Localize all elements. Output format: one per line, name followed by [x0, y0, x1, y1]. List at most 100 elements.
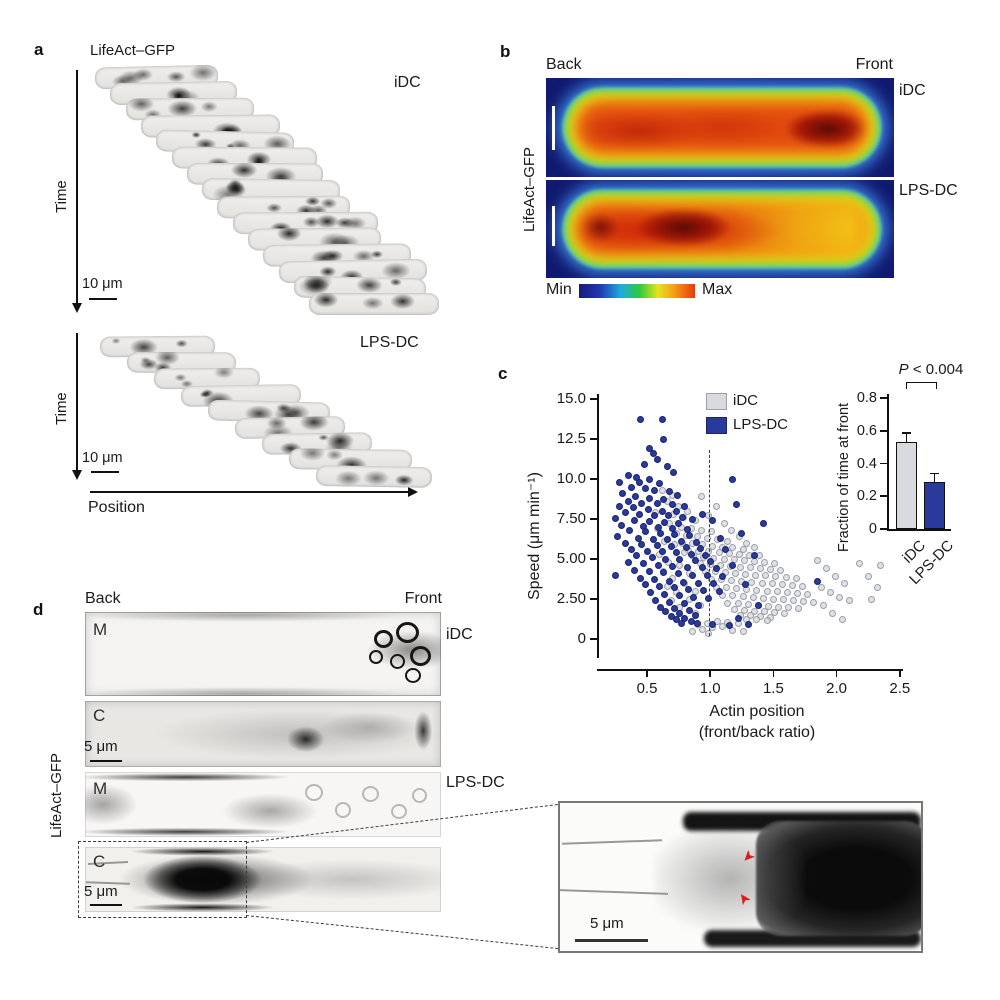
scatter-point-lps-dc: [653, 456, 661, 464]
timelapse-cell-frame: [309, 292, 440, 315]
scatter-point-idc: [792, 574, 800, 582]
inset-bar-y-tick: [880, 429, 887, 432]
scatter-point-lps-dc: [680, 578, 688, 586]
inset-bar-y-tick-label: 0.6: [856, 422, 877, 439]
inset-bar-y-tick: [880, 397, 887, 399]
scatter-y-tick: [590, 558, 597, 560]
inset-bar-y-tick: [880, 495, 887, 498]
scatter-point-lps-dc: [681, 502, 689, 510]
scatter-point-lps-dc: [611, 571, 619, 579]
scatter-point-idc: [769, 595, 777, 603]
panel-a-group-lpsdc-label: LPS-DC: [360, 334, 419, 351]
inset-scalebar-label: 5 μm: [590, 915, 624, 932]
scatter-x-tick: [772, 669, 775, 677]
scatter-point-lps-dc: [676, 592, 684, 600]
scatter-point-idc: [699, 625, 707, 633]
scatter-point-idc: [724, 537, 732, 545]
legend-label-idc: iDC: [733, 392, 758, 409]
scatter-point-idc: [753, 616, 761, 624]
vesicle-ring: [369, 650, 383, 664]
scatter-point-idc: [763, 617, 771, 625]
heatmap-idc-label: iDC: [899, 82, 926, 99]
vesicle-ring: [410, 646, 431, 666]
scatter-point-idc: [735, 550, 743, 558]
scatter-point-lps-dc: [689, 571, 696, 579]
vesicle-ring: [396, 622, 419, 643]
scatter-y-tick: [590, 478, 597, 480]
significance-bracket: [906, 382, 937, 389]
scatter-point-lps-dc: [634, 534, 642, 542]
zoom-region-dashed-box: [78, 841, 247, 918]
scatter-point-lps-dc: [672, 549, 680, 557]
scatter-point-lps-dc: [677, 619, 685, 627]
heatmap-lpsdc-scalebar: [552, 206, 555, 246]
scatter-point-idc: [752, 571, 760, 579]
heatmap-lpsdc-label: LPS-DC: [899, 182, 958, 199]
scatter-point-lps-dc: [686, 531, 694, 539]
scatter-point-lps-dc: [759, 520, 767, 528]
scatter-point-idc: [768, 580, 776, 588]
scatter-point-lps-dc: [695, 601, 703, 609]
scatter-point-lps-dc: [629, 504, 637, 512]
scatter-point-lps-dc: [683, 563, 691, 571]
legend-swatch-lpsdc: [706, 417, 727, 434]
scatter-point-lps-dc: [648, 553, 656, 561]
scatter-point-idc: [731, 569, 739, 577]
scatter-point-lps-dc: [651, 511, 659, 519]
scatter-point-lps-dc: [622, 539, 629, 547]
vesicle-ring-light: [391, 804, 407, 819]
scatter-point-lps-dc: [642, 528, 650, 536]
scatter-point-idc: [733, 585, 741, 593]
scatter-y-tick-label: 5.00: [556, 550, 586, 567]
scatter-point-lps-dc: [681, 600, 689, 608]
scatter-point-idc: [749, 593, 757, 601]
scalebar-label-idc: 10 μm: [82, 276, 123, 292]
scatter-point-lps-dc: [662, 608, 670, 616]
scatter-point-idc: [689, 627, 696, 635]
position-axis-arrow: [90, 491, 410, 493]
scatter-point-lps-dc: [668, 501, 676, 509]
inset-bar-y-tick: [880, 528, 887, 530]
scatter-point-lps-dc: [694, 620, 702, 628]
time-axis-label-idc: Time: [53, 180, 70, 213]
scatter-point-lps-dc: [646, 475, 654, 483]
scatter-point-idc: [740, 606, 748, 614]
scatter-y-tick: [590, 398, 597, 400]
scatter-point-lps-dc: [661, 518, 669, 526]
scatter-point-lps-dc: [691, 557, 699, 565]
scatter-point-lps-dc: [646, 445, 654, 453]
scatter-point-lps-dc: [637, 416, 645, 424]
scatter-point-idc: [737, 563, 745, 571]
scatter-point-idc: [707, 528, 715, 536]
scatter-y-tick: [590, 598, 597, 600]
scatter-point-lps-dc: [750, 552, 758, 560]
vesicle-ring-light: [335, 802, 351, 818]
scatter-point-idc: [822, 565, 830, 573]
scatter-point-lps-dc: [640, 461, 648, 469]
scatter-point-lps-dc: [742, 581, 750, 589]
scatter-point-lps-dc: [671, 584, 679, 592]
scatter-point-idc: [774, 603, 782, 611]
p-value-italic-p: P: [898, 361, 909, 378]
scatter-point-lps-dc: [671, 530, 679, 538]
scatter-point-lps-dc: [637, 574, 645, 582]
microscopy-c-lpsdc: [85, 847, 441, 912]
scatter-point-lps-dc: [667, 542, 675, 550]
scatter-point-lps-dc: [661, 590, 669, 598]
scatter-point-idc: [785, 604, 793, 612]
inset-scalebar: [575, 939, 648, 942]
scatter-point-lps-dc: [649, 449, 657, 457]
legend-swatch-idc: [706, 393, 727, 410]
scatter-y-tick-label: 7.50: [556, 510, 586, 527]
scatter-point-idc: [739, 593, 747, 601]
scatter-point-idc: [790, 597, 798, 605]
scatter-point-idc: [855, 560, 863, 568]
scatter-point-lps-dc: [633, 552, 641, 560]
scatter-point-lps-dc: [654, 561, 662, 569]
scatter-point-idc: [734, 600, 742, 608]
scatter-point-idc: [829, 609, 837, 617]
scatter-point-idc: [724, 599, 732, 607]
scatter-ylabel: Speed (μm min⁻¹): [526, 472, 543, 600]
scatter-point-lps-dc: [670, 469, 678, 477]
cytosol-tag-idc: C: [93, 706, 106, 725]
